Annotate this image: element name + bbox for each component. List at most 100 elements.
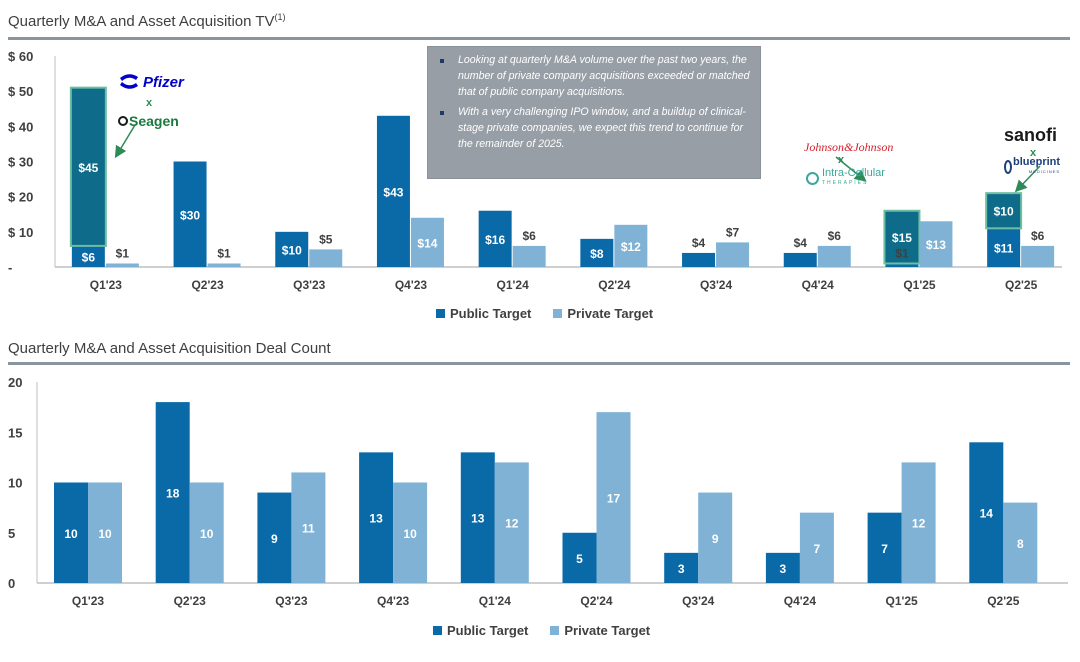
intracellular-subtext: THERAPIES (822, 180, 869, 186)
bar-public-label: $8 (590, 247, 604, 261)
bar-public (867, 512, 902, 583)
bar-public-label: $11 (994, 242, 1014, 256)
bar-private (698, 492, 733, 583)
x-tick-label: Q4'24 (784, 594, 817, 608)
x-tick-label: Q1'25 (903, 278, 936, 292)
bar-highlighted-deal (69, 86, 107, 247)
bar-private-label: 12 (912, 517, 926, 531)
bar-private (189, 482, 224, 583)
legend-item-private: Private Target (553, 306, 653, 321)
bar-private-label: 11 (302, 522, 315, 536)
section-divider (8, 37, 1070, 40)
callout-bullet: Looking at quarterly M&A volume over the… (438, 53, 750, 100)
callout-bullet: With a very challenging IPO window, and … (438, 105, 750, 152)
bar-private (105, 263, 139, 267)
x-tick-label: Q3'24 (700, 278, 733, 292)
bar-private-label: 8 (1017, 537, 1024, 551)
section-divider (8, 362, 1070, 365)
legend-swatch-private (550, 626, 560, 635)
bullet-icon (440, 59, 444, 63)
bar-private (614, 224, 648, 267)
bar-private-label: 9 (712, 532, 719, 546)
y-tick-label: 20 (8, 375, 22, 390)
legend-swatch-private (553, 309, 563, 318)
bar-public-label: 10 (64, 527, 78, 541)
y-tick-label: $ 40 (8, 119, 33, 134)
arrow-icon (1014, 165, 1041, 193)
highlighted-deal-label: $10 (994, 205, 1014, 219)
x-tick-label: Q3'24 (682, 594, 715, 608)
blueprint-mark-icon (1004, 160, 1012, 174)
pfizer-logo: Pfizer (118, 72, 184, 92)
bar-private (919, 221, 953, 267)
bar-private-label: 10 (403, 527, 417, 541)
count-chart: 0 5 10 15 20 10 10 Q1'23 18 10 Q2'23 9 11 Q3'23 13 10 Q4… (8, 375, 1068, 608)
bar-public (664, 552, 699, 583)
bar-public (562, 532, 597, 583)
y-tick-label: 10 (8, 476, 22, 491)
bar-public-label: $1 (895, 246, 909, 260)
bar-public (155, 402, 190, 583)
legend-label: Private Target (567, 306, 654, 321)
bar-public (885, 263, 919, 267)
bar-public-label: $6 (82, 250, 96, 264)
bar-private-label: $7 (726, 225, 740, 239)
highlighted-deal-label: $15 (892, 231, 912, 245)
bar-private (817, 245, 851, 267)
tv-chart: - $ 10 $ 20 $ 30 $ 40 $ 50 $ 60 $45 $6 $1 Q1'23 $30… (8, 49, 1062, 292)
seagen-logo: Seagen (118, 113, 179, 129)
bar-private-label: $6 (522, 229, 536, 243)
y-tick-label: 15 (8, 425, 22, 440)
bar-private-label: 10 (98, 527, 112, 541)
bar-public-label: $4 (794, 236, 808, 250)
bar-private (1021, 245, 1055, 267)
x-tick-label: Q2'24 (598, 278, 631, 292)
intracellular-text: Intra-Cellular (822, 167, 885, 179)
x-mark: x (146, 97, 153, 109)
commentary-callout: Looking at quarterly M&A volume over the… (427, 46, 761, 179)
bar-private (88, 482, 122, 583)
bar-private (291, 472, 326, 583)
legend-item-public: Public Target (436, 306, 531, 321)
highlighted-deal-label: $45 (78, 161, 98, 175)
bar-public (376, 115, 410, 268)
arrow-icon (835, 156, 867, 182)
bar-private (309, 249, 343, 267)
bar-public-label: $30 (180, 208, 200, 222)
bar-public (783, 252, 817, 267)
legend-item-private: Private Target (550, 623, 650, 638)
bar-private-label: 12 (505, 517, 519, 531)
bar-public-label: 13 (471, 512, 485, 526)
x-tick-label: Q1'24 (479, 594, 512, 608)
bar-public (478, 210, 512, 267)
y-tick-label: - (8, 260, 12, 275)
blueprint-text: blueprint (1013, 156, 1061, 168)
seagen-mark-icon (118, 116, 128, 126)
bullet-icon (440, 111, 444, 116)
bar-public-label: 3 (780, 562, 787, 576)
x-mark: x (1030, 147, 1037, 159)
bar-private-label: $6 (1031, 229, 1045, 243)
x-tick-label: Q2'25 (1005, 278, 1038, 292)
bar-public-label: $4 (692, 236, 706, 250)
bar-private-label: $12 (621, 240, 641, 254)
legend-swatch-public (433, 626, 442, 635)
bar-public-label: 13 (369, 512, 383, 526)
bar-public (969, 442, 1004, 583)
tv-chart-title-text: Quarterly M&A and Asset Acquisition TV (8, 13, 275, 30)
callout-text: Looking at quarterly M&A volume over the… (458, 54, 750, 98)
bar-public-label: 5 (576, 552, 583, 566)
bar-private (393, 482, 428, 583)
bar-private (596, 412, 631, 583)
bar-private-label: $5 (319, 232, 333, 246)
x-tick-label: Q3'23 (275, 594, 308, 608)
intracellular-logo: Intra-Cellular THERAPIES (806, 168, 885, 188)
legend-label: Public Target (447, 623, 529, 638)
legend-label: Public Target (450, 306, 532, 321)
bar-highlighted-deal (985, 192, 1023, 230)
bar-public (275, 231, 309, 267)
sanofi-logo: sanofi (1004, 125, 1058, 145)
bar-public (359, 452, 394, 583)
blueprint-subtext: MEDICINES (1028, 169, 1061, 174)
bar-private-label: $6 (828, 229, 842, 243)
